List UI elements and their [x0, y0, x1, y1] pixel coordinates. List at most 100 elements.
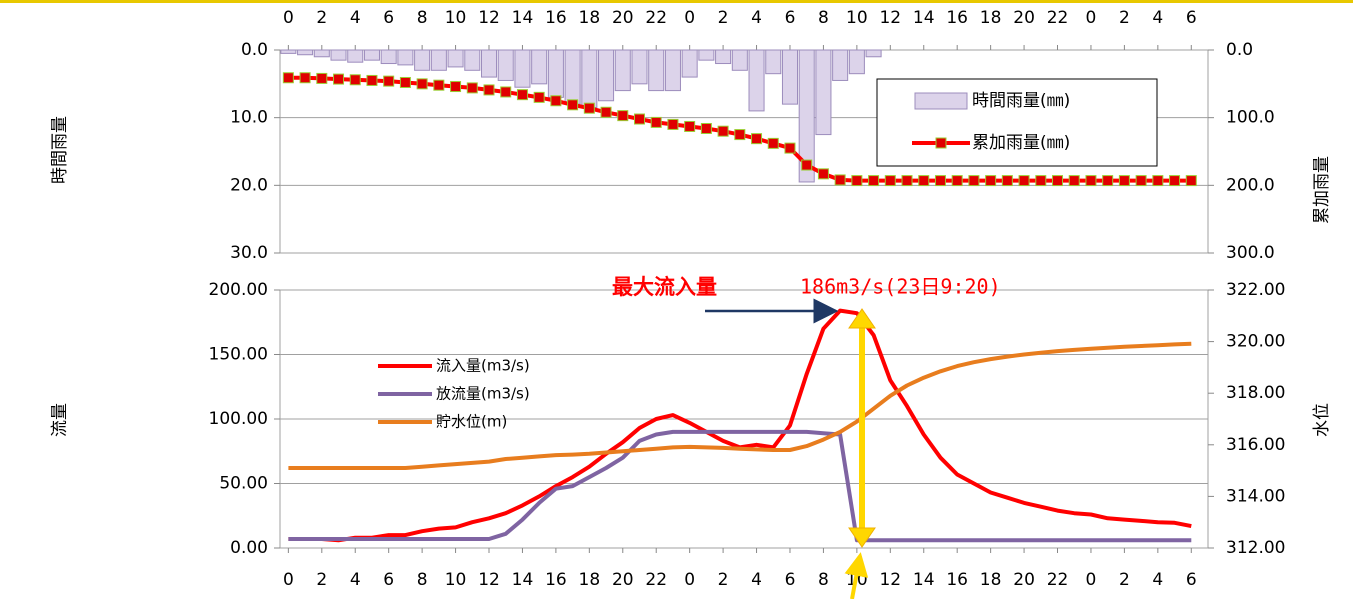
- marker: [500, 86, 512, 98]
- marker: [516, 89, 528, 101]
- x-tick-label: 20: [612, 570, 634, 590]
- legend-label: 累加雨量(㎜): [972, 133, 1070, 153]
- bar: [330, 49, 347, 61]
- bar: [347, 49, 364, 63]
- marker: [617, 110, 629, 122]
- x-tick-label: 2: [718, 570, 729, 590]
- y-tick-label: 0.00: [230, 538, 268, 558]
- y2-tick-label: 316.00: [1226, 435, 1285, 455]
- bar: [731, 49, 748, 71]
- bar: [598, 49, 615, 102]
- legend-marker: [935, 137, 947, 149]
- marker: [1102, 175, 1114, 187]
- bar: [363, 49, 380, 61]
- marker: [633, 113, 645, 125]
- x-tick-label: 4: [350, 8, 361, 28]
- bar: [748, 49, 765, 112]
- x-tick-label: 18: [980, 8, 1002, 28]
- line-series: [288, 429, 1192, 543]
- x-tick-label: 4: [1152, 570, 1163, 590]
- bar: [297, 49, 314, 56]
- annotation: 最大流入量: [612, 275, 717, 299]
- marker: [583, 102, 595, 114]
- marker: [700, 122, 712, 134]
- marker: [550, 95, 562, 107]
- marker: [450, 81, 462, 93]
- x-tick-label: 0: [684, 570, 695, 590]
- marker: [366, 74, 378, 86]
- y-tick-label: 0.0: [241, 40, 268, 60]
- marker: [1085, 175, 1097, 187]
- line: [288, 429, 1192, 543]
- x-tick-label: 10: [445, 8, 467, 28]
- x-tick-label: 0: [1086, 570, 1097, 590]
- x-tick-label: 6: [1186, 570, 1197, 590]
- x-tick-label: 6: [1186, 8, 1197, 28]
- bar: [765, 49, 782, 75]
- x-tick-label: 6: [383, 570, 394, 590]
- x-tick-label: 2: [1119, 8, 1130, 28]
- y2-tick-label: 100.0: [1226, 108, 1275, 128]
- marker: [884, 175, 896, 187]
- x-tick-label: 18: [579, 570, 601, 590]
- x-tick-label: 2: [1119, 570, 1130, 590]
- bar: [313, 49, 330, 58]
- x-tick-label: 20: [1013, 570, 1035, 590]
- bar: [815, 49, 832, 136]
- marker: [767, 137, 779, 149]
- bar: [280, 49, 297, 54]
- bar: [397, 49, 414, 66]
- marker: [934, 175, 946, 187]
- y2-tick-label: 312.00: [1226, 538, 1285, 558]
- legend-label: 流入量(m3/s): [436, 357, 530, 375]
- marker: [316, 72, 328, 84]
- bar: [480, 49, 498, 78]
- y-tick-label: 30.0: [230, 243, 268, 263]
- marker: [667, 118, 679, 130]
- bar: [464, 49, 481, 71]
- marker: [533, 91, 545, 103]
- x-tick-label: 22: [1047, 8, 1069, 28]
- y2-tick-label: 314.00: [1226, 486, 1285, 506]
- marker: [399, 76, 411, 88]
- marker: [868, 175, 880, 187]
- x-tick-label: 22: [645, 570, 667, 590]
- line-series: [288, 341, 1192, 470]
- marker: [1118, 175, 1130, 187]
- marker: [1018, 175, 1030, 187]
- marker: [985, 175, 997, 187]
- range-arrow-head: [848, 527, 876, 548]
- bar: [380, 49, 397, 65]
- time-arrow: [844, 552, 869, 600]
- bar: [414, 49, 431, 71]
- bar: [848, 49, 865, 75]
- line: [288, 341, 1192, 470]
- x-tick-label: 22: [1047, 570, 1069, 590]
- range-arrow-head: [848, 308, 876, 329]
- marker: [483, 84, 495, 96]
- x-tick-label: 4: [751, 570, 762, 590]
- legend-swatch: [914, 92, 968, 110]
- y2-axis-title: 水位: [1312, 403, 1332, 437]
- x-tick-label: 16: [545, 570, 567, 590]
- marker: [567, 99, 579, 111]
- bar: [798, 49, 815, 183]
- x-tick-label: 10: [445, 570, 467, 590]
- marker: [901, 175, 913, 187]
- x-tick-label: 12: [478, 8, 500, 28]
- x-tick-label: 12: [478, 570, 500, 590]
- marker: [801, 159, 813, 171]
- marker: [968, 175, 980, 187]
- y2-axis-title: 累加雨量: [1312, 156, 1332, 224]
- x-tick-label: 6: [785, 570, 796, 590]
- bar: [531, 49, 548, 85]
- annotation: 186m3/s(23日9:20): [800, 275, 1001, 299]
- x-tick-label: 12: [879, 570, 901, 590]
- marker: [416, 78, 428, 90]
- marker: [299, 72, 311, 84]
- marker: [1185, 175, 1197, 187]
- line-series: [282, 72, 1197, 187]
- legend-label: 放流量(m3/s): [436, 385, 530, 403]
- y2-tick-label: 200.0: [1226, 175, 1275, 195]
- x-tick-label: 8: [417, 570, 428, 590]
